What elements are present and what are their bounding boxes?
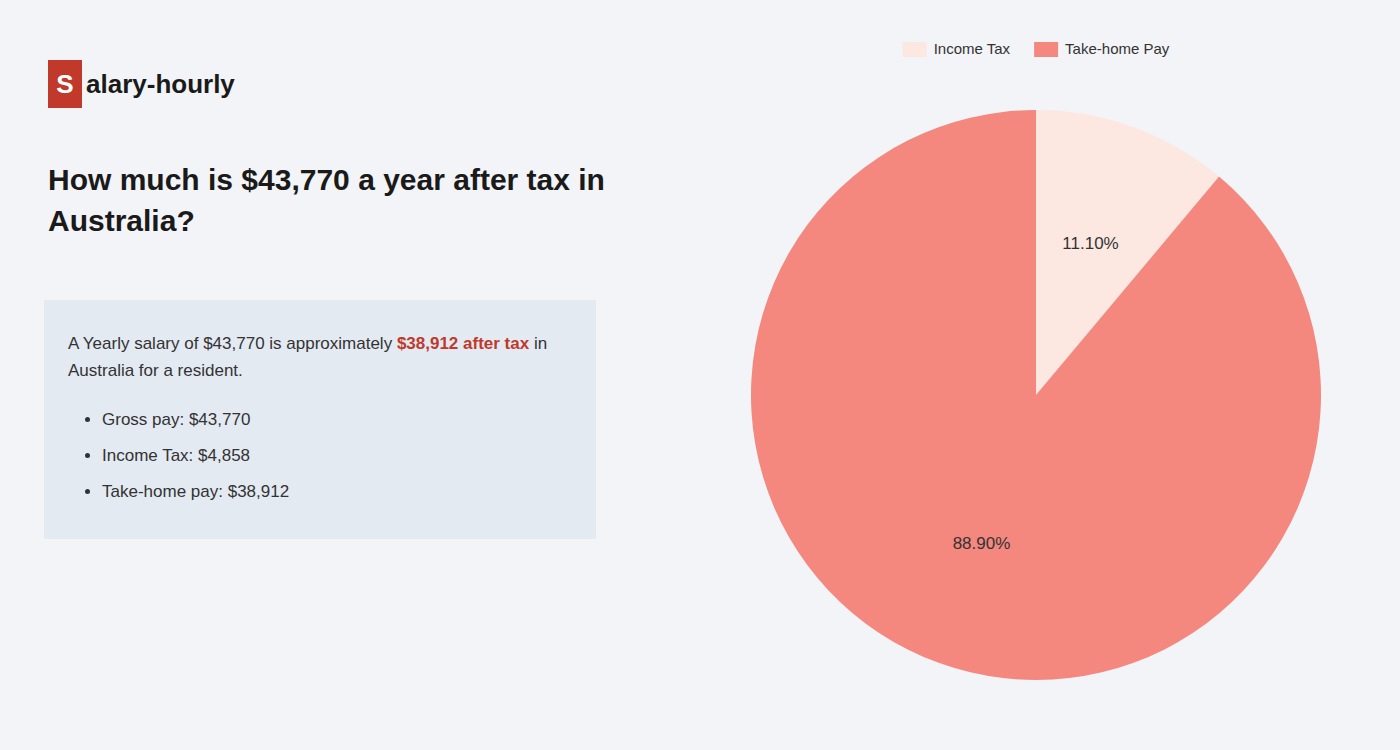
bullet-item: Income Tax: $4,858 <box>102 438 572 474</box>
pie <box>751 110 1321 680</box>
info-part: A Yearly salary of $43,770 is approximat… <box>68 334 397 353</box>
legend-label: Income Tax <box>934 40 1011 57</box>
text-panel: Salary-hourly How much is $43,770 a year … <box>0 0 644 750</box>
legend-swatch <box>903 42 927 57</box>
pie-slice <box>751 110 1321 680</box>
title: How much is $43,770 a year after tax in … <box>48 160 628 241</box>
bullet-list: Gross pay: $43,770Income Tax: $4,858Take… <box>68 402 572 509</box>
info-part: in <box>529 334 547 353</box>
bullet-item: Gross pay: $43,770 <box>102 402 572 438</box>
legend-item: Income Tax <box>903 40 1011 57</box>
logo-text: alary-hourly <box>86 69 235 100</box>
info-part: Australia for a resident. <box>68 361 243 380</box>
data-label: 88.90% <box>953 534 1011 553</box>
bullet-item: Take-home pay: $38,912 <box>102 474 572 510</box>
info-highlight: $38,912 after tax <box>397 334 529 353</box>
logo-letter: S <box>48 60 82 108</box>
data-label: 11.10% <box>1062 234 1118 253</box>
legend-label: Take-home Pay <box>1065 40 1170 57</box>
legend: Income Tax Take-home Pay <box>903 40 1170 57</box>
info-box: A Yearly salary of $43,770 is approximat… <box>44 300 596 539</box>
info-text: A Yearly salary of $43,770 is approximat… <box>68 330 572 384</box>
pie-panel: 11.10% 88.90% Income Tax Take-home Pay <box>700 0 1400 750</box>
legend-swatch <box>1034 42 1058 57</box>
data-labels: 11.10% 88.90% <box>953 234 1119 553</box>
logo: Salary-hourly <box>48 60 235 108</box>
legend-item: Take-home Pay <box>1034 40 1170 57</box>
